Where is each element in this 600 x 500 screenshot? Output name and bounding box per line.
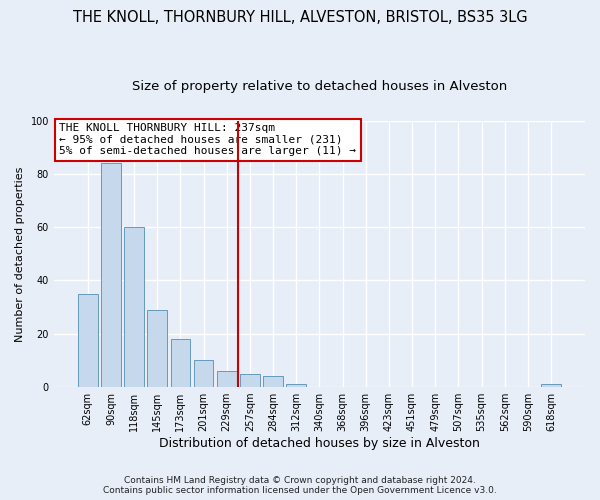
Bar	[240, 374, 260, 387]
Bar	[124, 227, 144, 387]
Bar	[541, 384, 561, 387]
Bar	[78, 294, 98, 387]
Text: Contains HM Land Registry data © Crown copyright and database right 2024.
Contai: Contains HM Land Registry data © Crown c…	[103, 476, 497, 495]
Y-axis label: Number of detached properties: Number of detached properties	[15, 166, 25, 342]
Bar	[148, 310, 167, 387]
Text: THE KNOLL, THORNBURY HILL, ALVESTON, BRISTOL, BS35 3LG: THE KNOLL, THORNBURY HILL, ALVESTON, BRI…	[73, 10, 527, 25]
Bar	[263, 376, 283, 387]
Title: Size of property relative to detached houses in Alveston: Size of property relative to detached ho…	[132, 80, 507, 93]
Bar	[101, 163, 121, 387]
Bar	[286, 384, 306, 387]
Bar	[194, 360, 214, 387]
Bar	[217, 371, 236, 387]
X-axis label: Distribution of detached houses by size in Alveston: Distribution of detached houses by size …	[159, 437, 480, 450]
Bar	[170, 339, 190, 387]
Text: THE KNOLL THORNBURY HILL: 237sqm
← 95% of detached houses are smaller (231)
5% o: THE KNOLL THORNBURY HILL: 237sqm ← 95% o…	[59, 123, 356, 156]
